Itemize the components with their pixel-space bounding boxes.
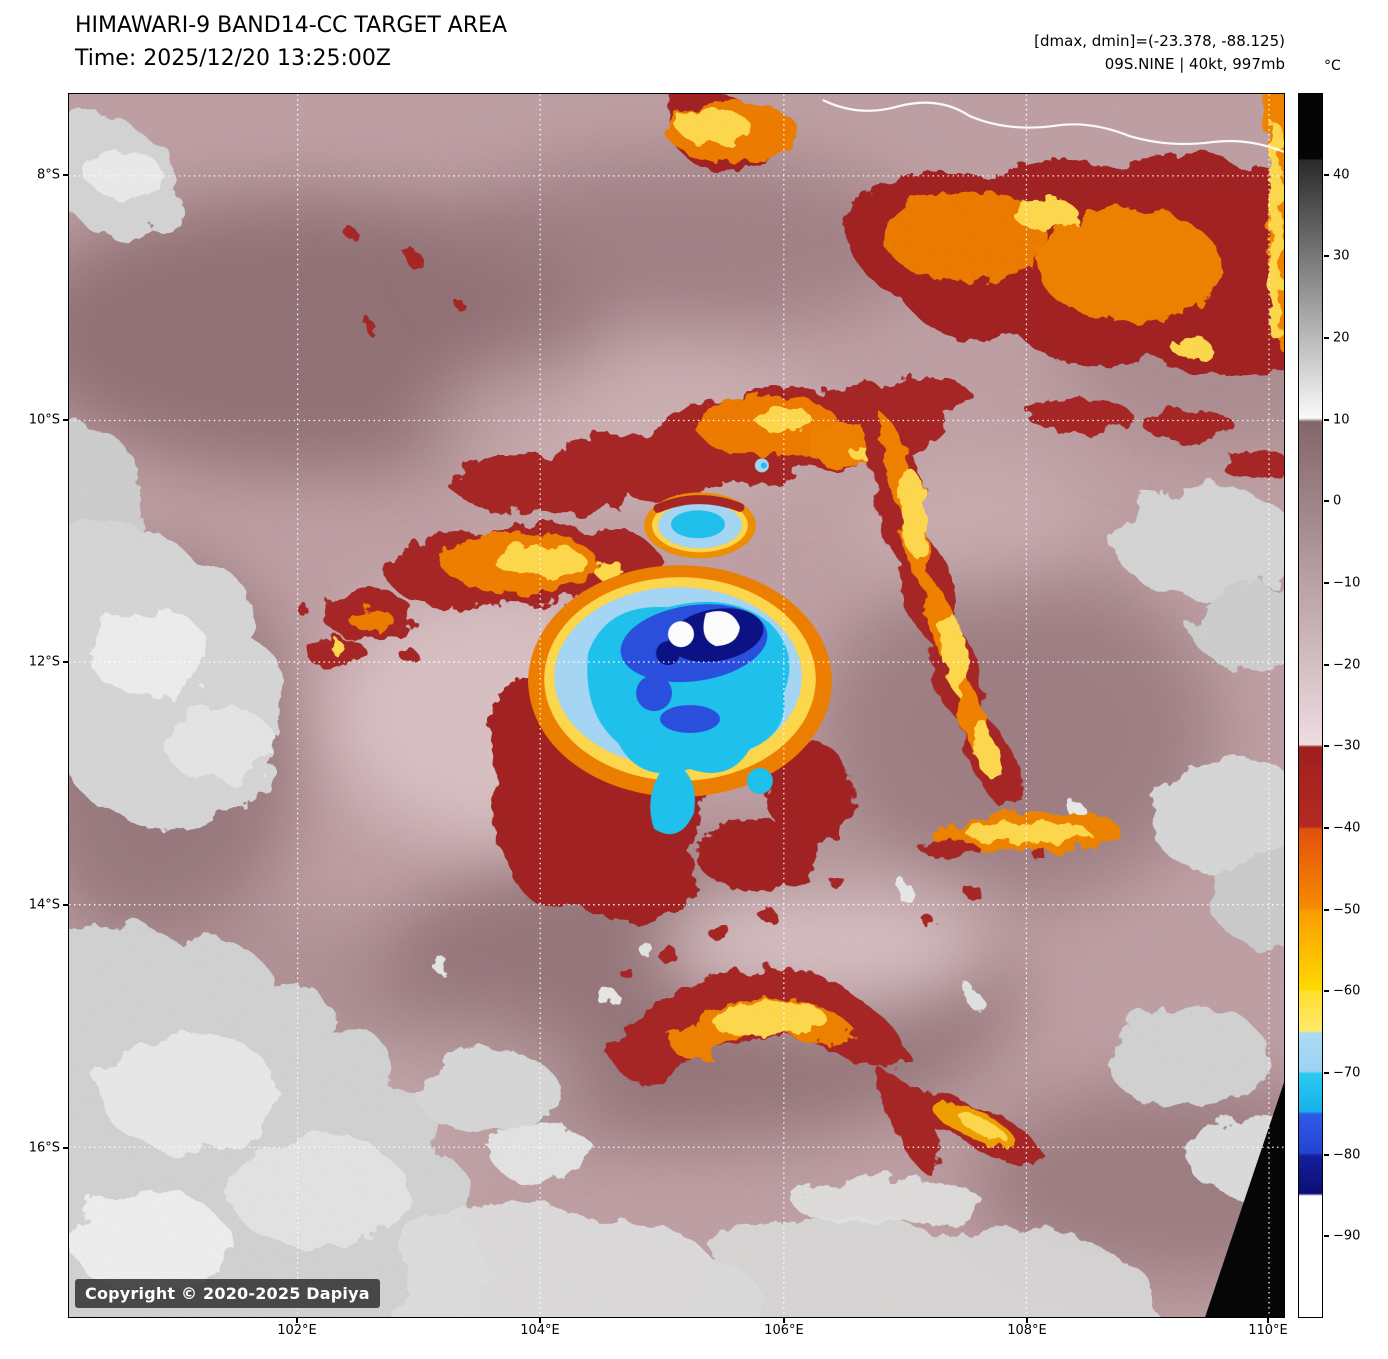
figure-title: HIMAWARI-9 BAND14-CC TARGET AREA — [75, 13, 508, 38]
lat-tick-label-16s: 16°S — [28, 1140, 60, 1156]
colorbar-tick — [1324, 990, 1329, 992]
colorbar-tick-label: −70 — [1333, 1065, 1361, 1081]
coastline — [822, 99, 1284, 153]
colorbar-tick-label: −50 — [1333, 902, 1361, 918]
lat-tick-label-12s: 12°S — [28, 654, 60, 670]
colorbar-tick-label: 10 — [1333, 412, 1350, 428]
satellite-image — [69, 94, 1284, 1317]
colorbar-tick-label: −40 — [1333, 820, 1361, 836]
lon-tick-label-104e: 104°E — [520, 1323, 560, 1338]
colorbar-tick — [1324, 1072, 1329, 1074]
colorbar-tick-label: −30 — [1333, 738, 1361, 754]
colorbar-tick — [1324, 337, 1329, 339]
colorbar-tick-label: −60 — [1333, 983, 1361, 999]
colorbar-tick — [1324, 1154, 1329, 1156]
colorbar-tick — [1324, 745, 1329, 747]
colorbar-tick — [1324, 827, 1329, 829]
lat-tick-label-8s: 8°S — [36, 167, 60, 183]
y-axis-tick — [63, 904, 68, 906]
colorbar-tick-label: −20 — [1333, 657, 1361, 673]
colorbar-tick — [1324, 909, 1329, 911]
colorbar-tick-label: −80 — [1333, 1147, 1361, 1163]
y-axis-tick — [63, 419, 68, 421]
colorbar-tick-label: 30 — [1333, 248, 1350, 264]
colorbar-tick — [1324, 664, 1329, 666]
figure-time: Time: 2025/12/20 13:25:00Z — [75, 46, 391, 71]
dmax-dmin-label: [dmax, dmin]=(-23.378, -88.125) — [1034, 32, 1285, 50]
x-axis-tick — [783, 1318, 785, 1323]
colorbar-tick — [1324, 419, 1329, 421]
colorbar-tick — [1324, 174, 1329, 176]
copyright-badge: Copyright © 2020-2025 Dapiya — [75, 1279, 380, 1308]
colorbar-tick-label: −10 — [1333, 575, 1361, 591]
colorbar-tick-label: 40 — [1333, 167, 1350, 183]
lon-tick-label-102e: 102°E — [277, 1323, 317, 1338]
y-axis-tick — [63, 1147, 68, 1149]
lon-tick-label-110e: 110°E — [1248, 1323, 1288, 1338]
colorbar-tick-label: 20 — [1333, 330, 1350, 346]
temperature-colorbar — [1298, 93, 1323, 1318]
map-plot-area: Copyright © 2020-2025 Dapiya — [68, 93, 1285, 1318]
x-axis-tick — [1267, 1318, 1269, 1323]
y-axis-tick — [63, 174, 68, 176]
colorbar-unit-label: °C — [1324, 58, 1341, 74]
colorbar-tick-label: 0 — [1333, 493, 1342, 509]
lon-tick-label-106e: 106°E — [764, 1323, 804, 1338]
lon-tick-label-108e: 108°E — [1007, 1323, 1047, 1338]
colorbar-tick — [1324, 255, 1329, 257]
image-noise-overlay — [69, 94, 1284, 1317]
x-axis-tick — [1026, 1318, 1028, 1323]
storm-info-label: 09S.NINE | 40kt, 997mb — [1104, 54, 1285, 73]
lat-lon-gridlines — [69, 94, 1284, 1317]
x-axis-tick — [296, 1318, 298, 1323]
figure-annotations: [dmax, dmin]=(-23.378, -88.125) 09S.NINE… — [1034, 30, 1285, 75]
x-axis-tick — [539, 1318, 541, 1323]
lat-tick-label-14s: 14°S — [28, 897, 60, 913]
colorbar-tick — [1324, 1235, 1329, 1237]
colorbar-tick — [1324, 500, 1329, 502]
colorbar-tick-label: −90 — [1333, 1228, 1361, 1244]
colorbar-tick — [1324, 582, 1329, 584]
y-axis-tick — [63, 661, 68, 663]
lat-tick-label-10s: 10°S — [28, 412, 60, 428]
